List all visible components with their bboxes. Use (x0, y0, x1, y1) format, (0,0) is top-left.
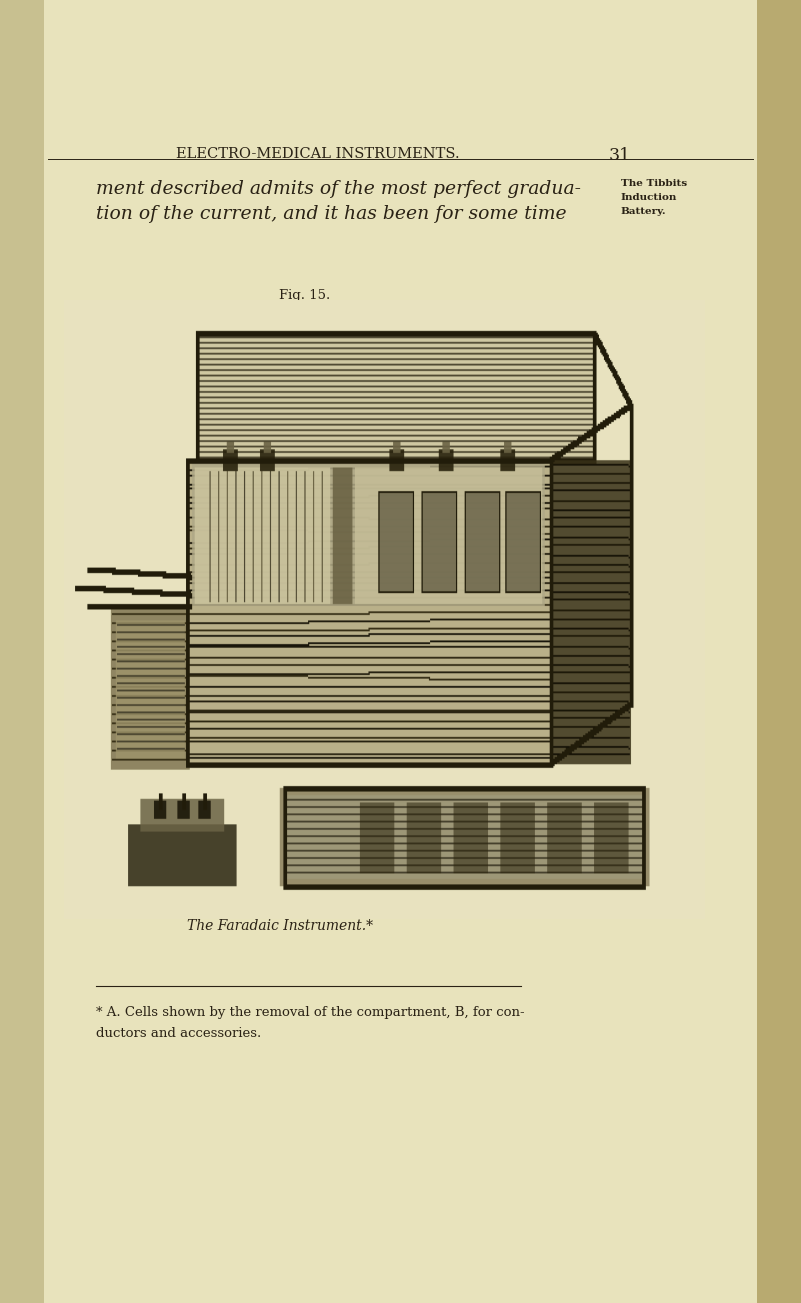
Text: The Tibbits: The Tibbits (621, 179, 687, 188)
Text: 31: 31 (609, 147, 631, 164)
Text: ELECTRO-MEDICAL INSTRUMENTS.: ELECTRO-MEDICAL INSTRUMENTS. (176, 147, 460, 162)
Text: ment described admits of the most perfect gradua-: ment described admits of the most perfec… (96, 180, 581, 198)
Text: * A. Cells shown by the removal of the compartment, B, for con-: * A. Cells shown by the removal of the c… (96, 1006, 525, 1019)
Text: Induction: Induction (621, 193, 677, 202)
Bar (757, 0, 801, 1303)
Text: ductors and accessories.: ductors and accessories. (96, 1027, 261, 1040)
Text: Battery.: Battery. (621, 207, 666, 216)
Text: Fig. 15.: Fig. 15. (279, 289, 330, 302)
Text: tion of the current, and it has been for some time: tion of the current, and it has been for… (96, 205, 567, 223)
Text: The Faradaic Instrument.*: The Faradaic Instrument.* (187, 919, 373, 933)
Bar (0, 0, 44, 1303)
